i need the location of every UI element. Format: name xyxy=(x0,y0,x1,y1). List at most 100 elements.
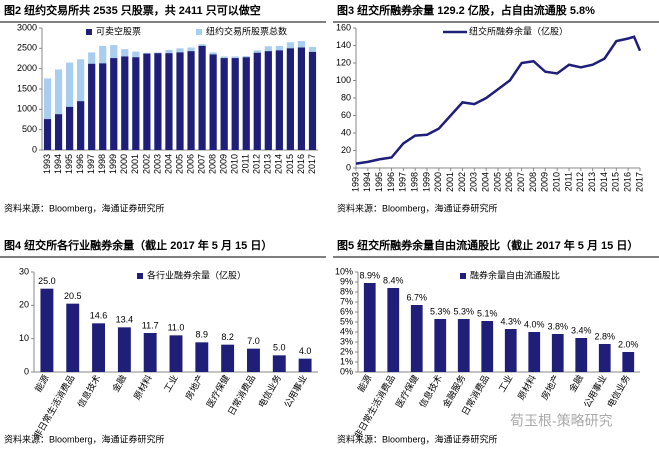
x-tick-label: 1997 xyxy=(86,154,96,174)
x-tick-label: 2011 xyxy=(563,172,573,191)
y-tick-label: 7% xyxy=(340,296,353,306)
panel-title: 图2 纽约交易所共 2535 只股票，共 2411 只可以做空 xyxy=(4,3,261,17)
y-tick-label: 40 xyxy=(341,127,351,137)
bar xyxy=(40,288,54,372)
x-tick-label: 2013 xyxy=(587,172,597,192)
x-tick-label: 2009 xyxy=(219,154,229,174)
x-tick-label: 2016 xyxy=(623,172,633,192)
x-tick-label: 信息技术 xyxy=(75,373,103,410)
x-tick-label: 1993 xyxy=(42,154,52,174)
bar xyxy=(242,57,250,150)
value-label: 2.8% xyxy=(594,331,615,341)
legend-swatch xyxy=(137,273,143,279)
x-tick-label: 公用事业 xyxy=(281,373,309,410)
value-label: 14.6 xyxy=(90,311,108,321)
x-tick-label: 2000 xyxy=(433,172,443,192)
bar xyxy=(298,358,312,372)
x-tick-label: 金融服务 xyxy=(440,373,468,410)
bar xyxy=(132,57,140,150)
bar xyxy=(434,319,447,372)
x-tick-label: 能源 xyxy=(355,373,374,394)
value-label: 20.5 xyxy=(64,291,82,301)
value-label: 4.3% xyxy=(500,316,521,326)
bar xyxy=(457,319,470,372)
x-tick-label: 2017 xyxy=(307,154,317,174)
x-tick-label: 2001 xyxy=(130,154,140,174)
x-tick-label: 1994 xyxy=(53,154,63,174)
line-series xyxy=(355,35,642,165)
y-tick-label: 20 xyxy=(341,145,351,155)
y-tick-label: 1500 xyxy=(17,83,37,93)
legend-label: 融券余量自由流通股比 xyxy=(470,269,560,280)
bar xyxy=(363,283,376,372)
y-tick-label: 1000 xyxy=(17,104,37,114)
x-tick-label: 原材料 xyxy=(515,373,538,402)
bar xyxy=(54,69,63,150)
bar xyxy=(410,305,423,372)
value-label: 11.7 xyxy=(142,320,159,330)
value-label: 4.0 xyxy=(299,346,312,356)
x-tick-label: 2000 xyxy=(119,154,129,174)
bar xyxy=(121,56,129,150)
x-tick-label: 1999 xyxy=(108,154,118,174)
bar xyxy=(286,48,294,151)
bar xyxy=(99,63,107,150)
bar xyxy=(110,58,118,150)
value-label: 13.4 xyxy=(116,315,134,325)
y-tick-label: 10 xyxy=(19,333,29,343)
x-tick-label: 2005 xyxy=(492,172,502,192)
y-tick-label: 9% xyxy=(340,276,353,286)
x-tick-label: 2009 xyxy=(540,172,550,192)
x-tick-label: 房地产 xyxy=(183,373,206,402)
y-tick-label: 100 xyxy=(336,75,351,85)
x-tick-label: 2001 xyxy=(445,172,455,192)
bar xyxy=(169,335,183,372)
y-tick-label: 8% xyxy=(340,286,353,296)
value-label: 7.0 xyxy=(247,336,260,346)
y-tick-label: 2% xyxy=(340,346,353,356)
source-note: 资料来源：Bloomberg，海通证券研究所 xyxy=(4,433,165,444)
y-tick-label: 0 xyxy=(32,144,37,154)
x-tick-label: 2013 xyxy=(263,154,273,174)
y-tick-label: 500 xyxy=(22,124,37,134)
y-tick-label: 120 xyxy=(336,57,351,67)
bar xyxy=(176,52,184,150)
y-tick-label: 3000 xyxy=(17,22,37,32)
x-tick-label: 2003 xyxy=(469,172,479,192)
x-tick-label: 电信业务 xyxy=(605,373,633,410)
value-label: 4.0% xyxy=(524,319,545,329)
source-note: 资料来源：Bloomberg，海通证券研究所 xyxy=(337,202,498,213)
value-label: 8.9 xyxy=(196,330,209,340)
y-tick-label: 2500 xyxy=(17,43,37,53)
value-label: 2.0% xyxy=(618,339,639,349)
x-tick-label: 医疗保健 xyxy=(204,373,232,410)
panel-title: 图5 纽交所融券余量自由流通股比（截止 2017 年 5 月 15 日） xyxy=(337,238,638,252)
legend-label: 各行业融券余量（亿股） xyxy=(147,269,246,280)
y-tick-label: 30 xyxy=(19,266,29,276)
bar xyxy=(154,53,162,150)
value-label: 6.7% xyxy=(406,292,427,302)
value-label: 3.8% xyxy=(547,321,568,331)
bar xyxy=(43,78,52,150)
y-tick-label: 0% xyxy=(340,366,353,376)
bar xyxy=(297,47,306,150)
bar xyxy=(66,106,74,150)
x-tick-label: 2004 xyxy=(481,172,491,192)
y-tick-label: 20 xyxy=(19,300,29,310)
value-label: 8.2 xyxy=(221,332,234,342)
value-label: 25.0 xyxy=(38,276,56,286)
x-tick-label: 公用事业 xyxy=(581,373,609,410)
x-tick-label: 原材料 xyxy=(131,373,154,402)
x-tick-label: 2006 xyxy=(504,172,514,192)
bar xyxy=(504,329,517,372)
x-tick-label: 1998 xyxy=(410,172,420,192)
y-tick-label: 60 xyxy=(341,110,351,120)
bar xyxy=(275,50,283,150)
y-tick-label: 160 xyxy=(336,22,351,32)
bar xyxy=(195,342,209,372)
x-tick-label: 能源 xyxy=(32,373,51,394)
value-label: 11.0 xyxy=(168,323,185,333)
x-tick-label: 1996 xyxy=(386,172,396,192)
x-tick-label: 2003 xyxy=(152,154,162,174)
